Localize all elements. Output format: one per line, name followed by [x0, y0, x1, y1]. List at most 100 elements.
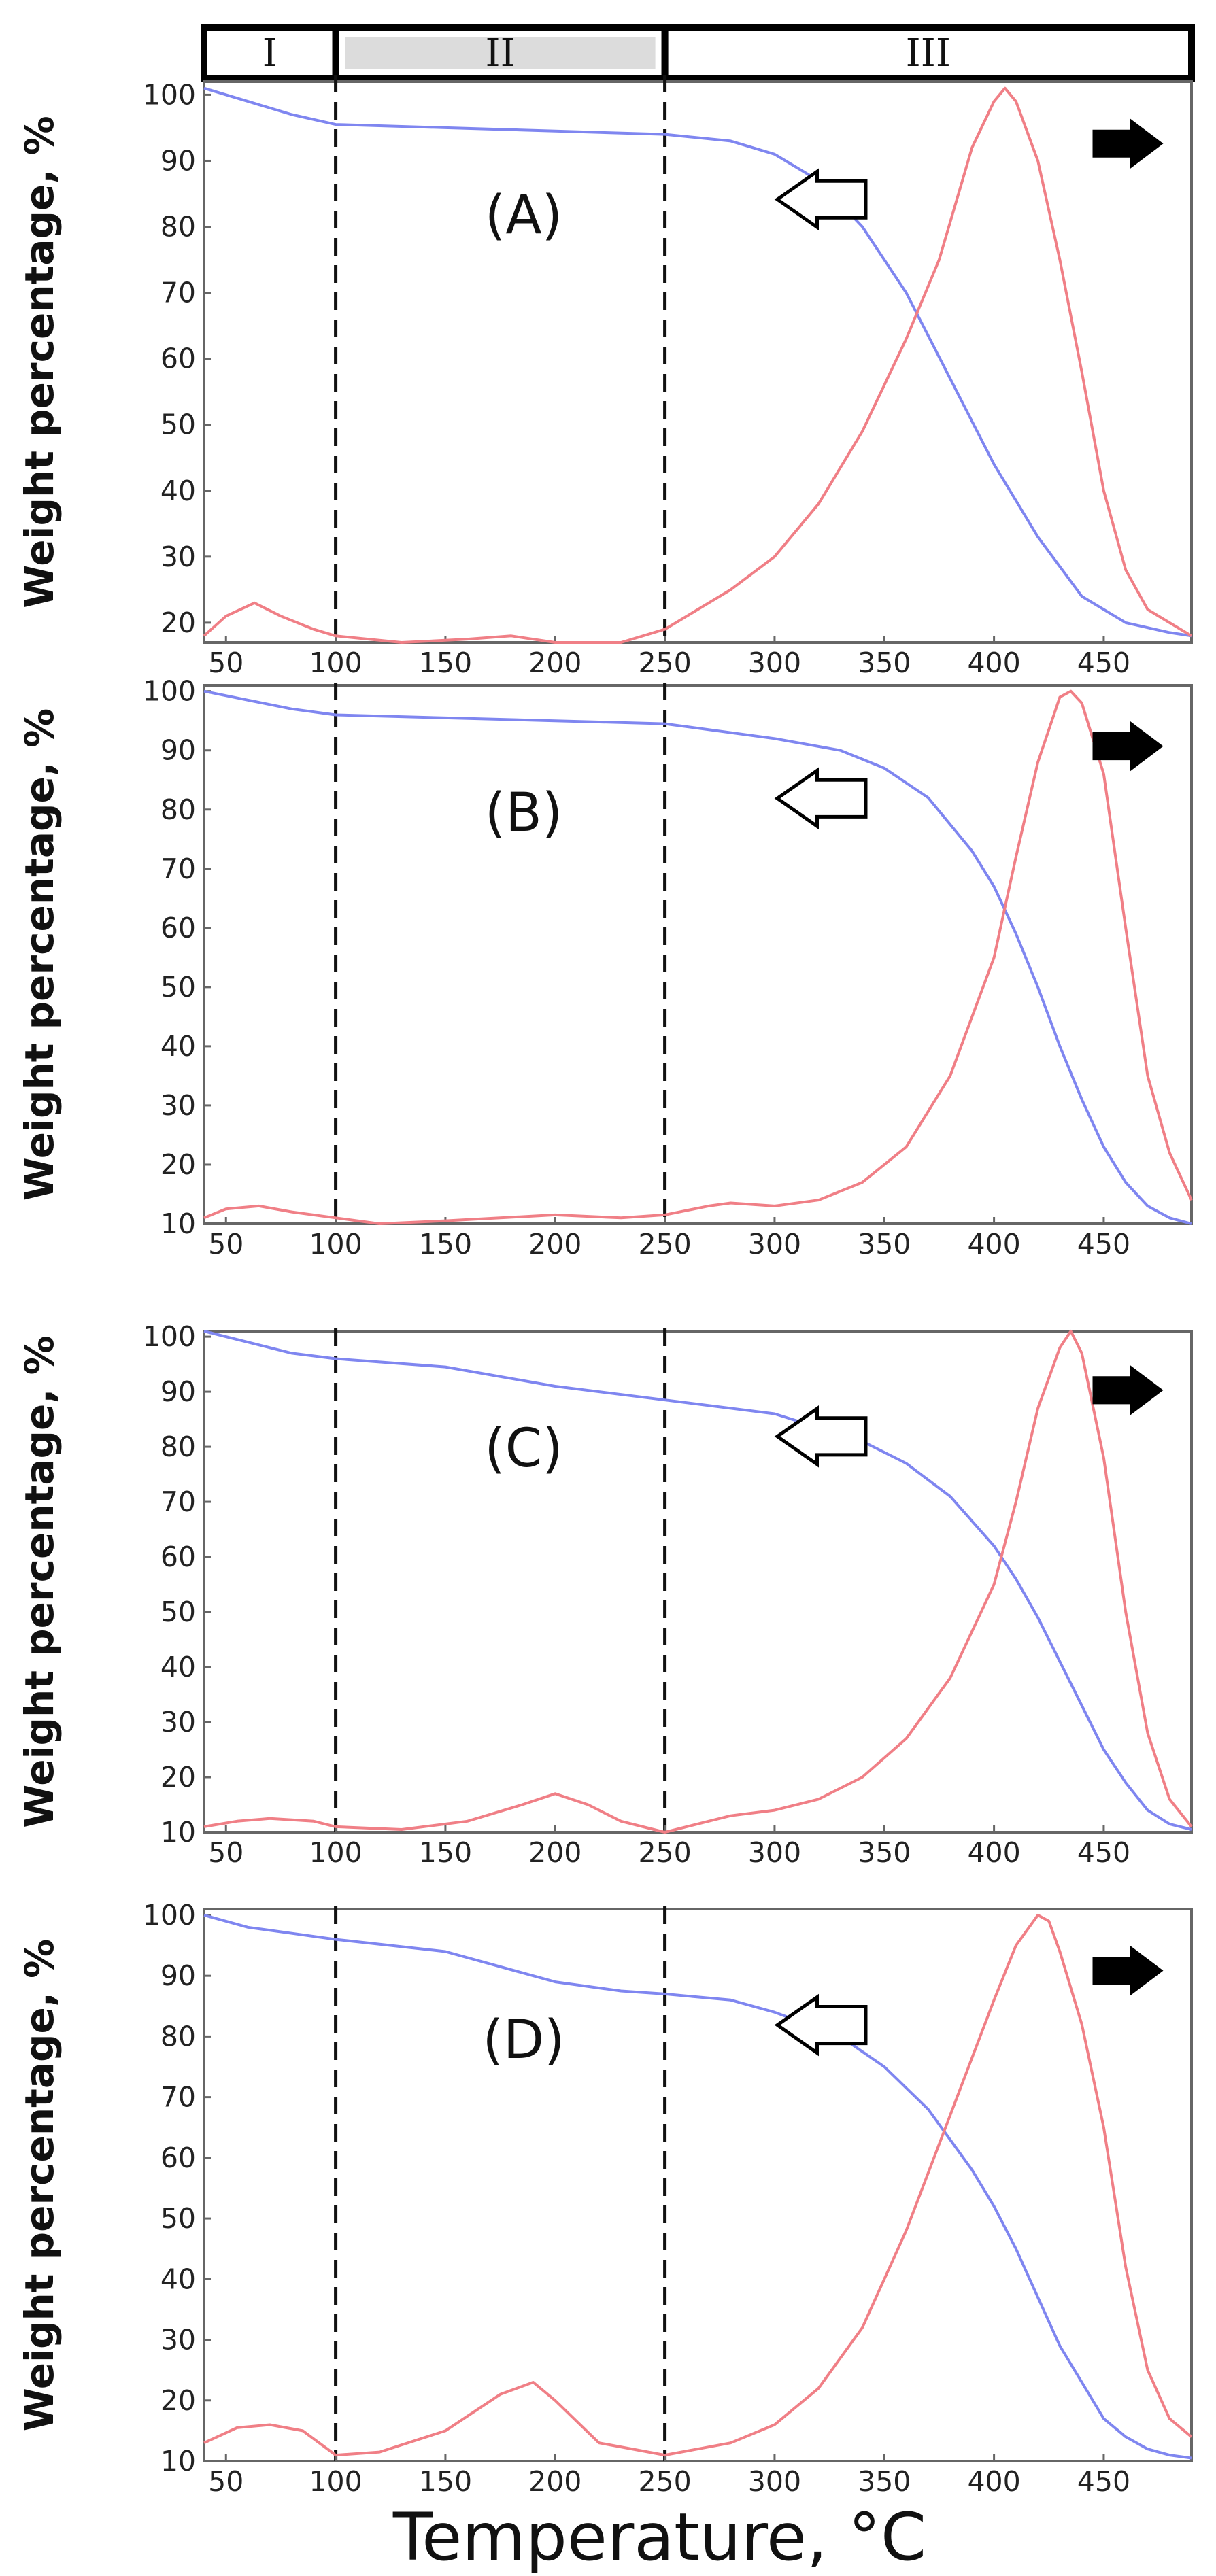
y-tick-label: 90: [161, 734, 196, 767]
y-tick-label: 70: [161, 2081, 196, 2114]
y-tick-label: 20: [161, 1761, 196, 1793]
y-tick-label: 20: [161, 606, 196, 639]
x-tick-label: 150: [419, 647, 472, 679]
derivative-curve: [203, 1330, 1193, 1834]
y-tick-label: 100: [143, 675, 196, 708]
x-tick-label: 200: [528, 2465, 581, 2498]
panel-label: (B): [485, 783, 562, 844]
y-tick-label: 50: [161, 2202, 196, 2235]
x-tick-label: 50: [208, 2465, 243, 2498]
plot-frame: [203, 80, 1193, 644]
x-tick-label: 200: [528, 647, 581, 679]
x-tick-label: 400: [967, 1836, 1020, 1869]
y-tick-label: 40: [161, 1030, 196, 1063]
y-tick-label: 20: [161, 2384, 196, 2417]
y-tick-label: 50: [161, 971, 196, 1003]
region-label-1: I: [263, 31, 277, 75]
region-box-1: [201, 24, 339, 82]
region-header-bar: I II III: [201, 24, 1195, 82]
y-tick-label: 100: [143, 1320, 196, 1353]
chart-panels: 50 100 150 200 250 300 350 400 450 20 30 40 50 60 70 80…: [16, 75, 1193, 2498]
y-tick-label: 40: [161, 2263, 196, 2295]
region-label-2: II: [485, 31, 515, 75]
weight-loss-curve: [203, 1330, 1192, 1831]
y-tick-label: 80: [161, 211, 196, 243]
x-tick-label: 100: [309, 2465, 362, 2498]
y-tick-label: 50: [161, 1596, 196, 1628]
y-tick-label: 40: [161, 475, 196, 507]
x-tick-label: 350: [858, 1228, 911, 1260]
panel-d: 50 100 150 200 250 300 350 400 450 10 20 30 40 50 60 70…: [16, 1899, 1193, 2498]
x-tick-label: 250: [638, 1836, 691, 1869]
y-tick-label: 90: [161, 1959, 196, 1992]
x-axis-title: Temperature, °C: [392, 2499, 926, 2575]
x-tick-label: 200: [528, 1228, 581, 1260]
region-shade-2: [345, 37, 656, 69]
y-tick-label: 60: [161, 2142, 196, 2174]
panel-c: 50 100 150 200 250 300 350 400 450 10 20 30 40 50 60 70…: [16, 1320, 1193, 1869]
x-tick-label: 50: [208, 1228, 243, 1260]
x-tick-label: 300: [748, 1228, 801, 1260]
left-axis-arrow-icon: [774, 767, 868, 830]
x-tick-label: 400: [967, 647, 1020, 679]
y-tick-label: 100: [143, 78, 196, 111]
x-tick-label: 250: [638, 1228, 691, 1260]
y-tick-label: 30: [161, 1089, 196, 1122]
y-tick-label: 70: [161, 277, 196, 309]
region-label-3: III: [906, 31, 951, 75]
panel-b: 50 100 150 200 250 300 350 400 450 10 20 30 40 50 60 70…: [16, 675, 1193, 1260]
panel-label: (D): [483, 2010, 565, 2071]
plot-frame: [203, 1908, 1193, 2462]
y-tick-label: 80: [161, 1430, 196, 1463]
derivative-curve: [203, 1913, 1193, 2457]
y-tick-label: 60: [161, 343, 196, 375]
x-tick-label: 450: [1077, 647, 1130, 679]
y-tick-label: 60: [161, 912, 196, 944]
x-tick-label: 100: [309, 1836, 362, 1869]
y-tick-label: 60: [161, 1541, 196, 1573]
x-tick-label: 100: [309, 1228, 362, 1260]
right-axis-arrow-icon: [1092, 721, 1164, 772]
y-axis-title: Weight percentage, %: [16, 116, 63, 608]
x-tick-label: 300: [748, 647, 801, 679]
x-tick-label: 350: [858, 647, 911, 679]
y-tick-label: 70: [161, 853, 196, 885]
weight-loss-curve: [203, 86, 1192, 638]
x-tick-label: 400: [967, 1228, 1020, 1260]
x-tick-label: 100: [309, 647, 362, 679]
region-box-3: [661, 24, 1195, 82]
y-tick-label: 80: [161, 2020, 196, 2053]
y-tick-label: 70: [161, 1486, 196, 1518]
x-tick-label: 400: [967, 2465, 1020, 2498]
x-tick-label: 450: [1077, 1228, 1130, 1260]
x-tick-label: 50: [208, 647, 243, 679]
panel-label: (C): [484, 1418, 562, 1479]
weight-loss-curve: [203, 689, 1192, 1225]
y-tick-label: 40: [161, 1651, 196, 1683]
y-axis-title: Weight percentage, %: [16, 1335, 63, 1827]
x-tick-label: 50: [208, 1836, 243, 1869]
y-axis-title: Weight percentage, %: [16, 708, 63, 1201]
y-tick-label: 20: [161, 1148, 196, 1181]
y-tick-label: 10: [161, 1816, 196, 1849]
x-tick-label: 250: [638, 2465, 691, 2498]
left-axis-arrow-icon: [774, 1993, 868, 2057]
right-axis-arrow-icon: [1092, 118, 1164, 169]
y-tick-label: 100: [143, 1899, 196, 1931]
y-tick-label: 10: [161, 1207, 196, 1240]
left-axis-arrow-icon: [774, 168, 868, 231]
y-tick-label: 30: [161, 540, 196, 573]
x-tick-label: 200: [528, 1836, 581, 1869]
y-tick-label: 30: [161, 2324, 196, 2356]
y-axis-title: Weight percentage, %: [16, 1939, 63, 2431]
panel-label: (A): [485, 185, 562, 246]
derivative-curve: [203, 689, 1193, 1225]
weight-loss-curve: [203, 1913, 1192, 2460]
x-tick-label: 350: [858, 1836, 911, 1869]
derivative-curve: [203, 86, 1193, 644]
x-tick-label: 300: [748, 1836, 801, 1869]
right-axis-arrow-icon: [1092, 1364, 1164, 1415]
x-tick-label: 350: [858, 2465, 911, 2498]
y-tick-label: 30: [161, 1706, 196, 1738]
y-tick-label: 50: [161, 409, 196, 441]
